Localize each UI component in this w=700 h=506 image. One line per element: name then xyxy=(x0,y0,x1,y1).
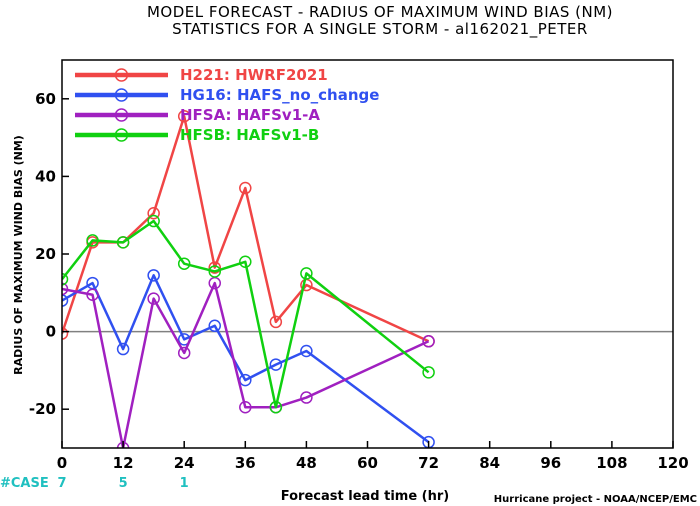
data-point-hg16-18 xyxy=(147,269,160,282)
x-tick-label: 36 xyxy=(235,454,256,472)
data-point-hfsa-48 xyxy=(300,391,313,404)
data-point-hfsb-72 xyxy=(422,366,435,379)
x-tick-label: 72 xyxy=(418,454,439,472)
data-point-hfsb-42 xyxy=(269,401,283,414)
legend-marker-h221 xyxy=(114,68,129,82)
data-point-hg16-48 xyxy=(300,344,313,358)
series-hg16 xyxy=(62,269,435,448)
data-point-h221-18 xyxy=(147,207,160,220)
x-tick-label: 120 xyxy=(657,454,688,472)
series-h221 xyxy=(62,110,435,348)
series-line-hfsa xyxy=(62,281,430,448)
case-label: #CASE xyxy=(0,476,49,491)
legend-label-hg16: HG16: HAFS_no_change xyxy=(180,86,379,104)
data-point-hfsa-0 xyxy=(62,282,69,296)
data-point-hg16-30 xyxy=(208,319,221,333)
credit-text: Hurricane project - NOAA/NCEP/EMC xyxy=(494,494,697,505)
y-tick-label: -20 xyxy=(29,400,56,418)
y-tick-label: 60 xyxy=(35,90,56,108)
case-count-24: 1 xyxy=(180,476,189,491)
chart-subtitle: STATISTICS FOR A SINGLE STORM - al162021… xyxy=(172,20,588,39)
data-point-hg16-42 xyxy=(269,358,283,371)
y-tick-label: 20 xyxy=(35,245,56,263)
data-point-hfsa-6 xyxy=(86,288,99,301)
legend-marker-hg16 xyxy=(114,88,129,102)
data-point-h221-42 xyxy=(269,315,283,329)
data-point-h221-30 xyxy=(208,261,221,274)
data-point-hg16-0 xyxy=(62,294,69,307)
legend-marker-hfsa xyxy=(114,108,129,122)
y-axis-label: RADIUS OF MAXIMUM WIND BIAS (NM) xyxy=(12,135,25,375)
legend-label-hfsa: HFSA: HAFSv1-A xyxy=(180,106,320,124)
series-hfsa xyxy=(62,276,435,448)
data-point-hfsa-36 xyxy=(239,401,252,414)
tick-group: 0 12 24 36 48 60 72 84 96 108 120 -20 0 20 40 60 xyxy=(29,90,689,472)
data-point-hfsb-36 xyxy=(239,255,252,269)
data-point-hfsb-18 xyxy=(147,214,160,228)
y-tick-label: 0 xyxy=(46,323,56,341)
data-point-h221-24 xyxy=(177,110,191,123)
series-line-hg16 xyxy=(62,274,430,444)
series-line-hfsb xyxy=(62,219,430,409)
x-tick-label: 24 xyxy=(174,454,195,472)
series-line-h221 xyxy=(62,115,430,343)
data-point-hfsa-18 xyxy=(147,292,160,305)
x-axis-label: Forecast lead time (hr) xyxy=(281,489,449,504)
legend-marker-hfsb xyxy=(114,128,129,142)
chart-title: MODEL FORECAST - RADIUS OF MAXIMUM WIND … xyxy=(147,3,613,21)
data-point-hfsb-48 xyxy=(300,267,313,280)
data-point-hfsa-24 xyxy=(177,346,191,360)
x-tick-label: 12 xyxy=(113,454,134,472)
legend-label-hfsb: HFSB: HAFSv1-B xyxy=(180,126,319,144)
x-tick-label: 60 xyxy=(357,454,378,472)
plot-frame xyxy=(61,59,674,449)
data-point-h221-0 xyxy=(62,327,69,340)
x-tick-label: 84 xyxy=(479,454,500,472)
data-point-hfsb-12 xyxy=(116,236,130,249)
legend: H221: HWRF2021 HG16: HAFS_no_change HFSA: … xyxy=(75,66,379,144)
x-tick-label: 108 xyxy=(596,454,627,472)
data-point-hg16-12 xyxy=(116,342,130,356)
case-count-0: 7 xyxy=(57,476,66,491)
legend-label-h221: H221: HWRF2021 xyxy=(180,66,328,84)
y-tick-label: 40 xyxy=(35,167,56,185)
x-tick-label: 48 xyxy=(296,454,317,472)
case-count-group: 7 5 1 xyxy=(57,476,188,491)
series-group xyxy=(62,110,435,448)
series-hfsb xyxy=(62,214,435,414)
data-point-hfsa-72 xyxy=(422,335,435,348)
data-point-hfsb-0 xyxy=(62,272,69,286)
x-tick-label: 96 xyxy=(540,454,561,472)
data-point-hfsb-6 xyxy=(86,234,99,247)
data-point-h221-36 xyxy=(239,181,252,195)
data-point-hfsb-30 xyxy=(208,265,221,278)
x-tick-label: 0 xyxy=(57,454,67,472)
case-count-12: 5 xyxy=(119,476,128,491)
data-point-hfsb-24 xyxy=(177,257,191,270)
